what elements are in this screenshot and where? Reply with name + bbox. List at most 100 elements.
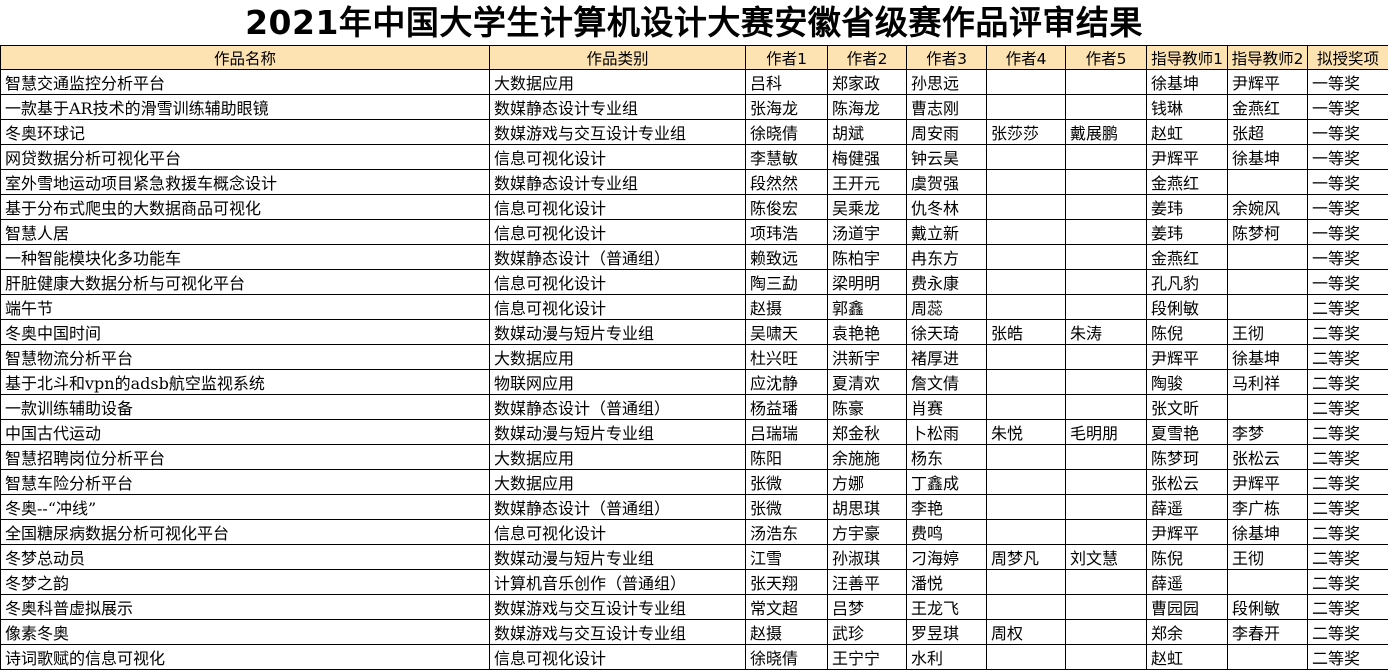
- cell-work-name[interactable]: 智慧人居: [1, 220, 490, 245]
- cell-author-2[interactable]: 王宁宁: [828, 645, 907, 670]
- cell-award[interactable]: 二等奖: [1308, 470, 1388, 495]
- cell-work-name[interactable]: 一款基于AR技术的滑雪训练辅助眼镜: [1, 95, 490, 120]
- cell-author-3[interactable]: 曹志刚: [907, 95, 987, 120]
- cell-category[interactable]: 数媒动漫与短片专业组: [490, 320, 746, 345]
- cell-work-name[interactable]: 冬奥环球记: [1, 120, 490, 145]
- column-header-author-1[interactable]: 作者1: [746, 46, 828, 70]
- cell-author-3[interactable]: 王龙飞: [907, 595, 987, 620]
- cell-category[interactable]: 数媒游戏与交互设计专业组: [490, 120, 746, 145]
- cell-author-5[interactable]: [1066, 345, 1147, 370]
- cell-author-4[interactable]: 周梦凡: [987, 545, 1066, 570]
- cell-category[interactable]: 数媒静态设计（普通组）: [490, 395, 746, 420]
- cell-author-4[interactable]: [987, 95, 1066, 120]
- cell-advisor-2[interactable]: 张超: [1228, 120, 1308, 145]
- cell-advisor-1[interactable]: 尹辉平: [1147, 345, 1228, 370]
- cell-author-3[interactable]: 李艳: [907, 495, 987, 520]
- cell-author-3[interactable]: 钟云昊: [907, 145, 987, 170]
- cell-advisor-1[interactable]: 钱琳: [1147, 95, 1228, 120]
- cell-work-name[interactable]: 像素冬奥: [1, 620, 490, 645]
- cell-advisor-1[interactable]: 陈梦珂: [1147, 445, 1228, 470]
- cell-advisor-2[interactable]: 徐基坤: [1228, 145, 1308, 170]
- cell-author-5[interactable]: [1066, 520, 1147, 545]
- cell-advisor-1[interactable]: 夏雪艳: [1147, 420, 1228, 445]
- cell-work-name[interactable]: 智慧车险分析平台: [1, 470, 490, 495]
- cell-author-2[interactable]: 方宇豪: [828, 520, 907, 545]
- column-header-author-2[interactable]: 作者2: [828, 46, 907, 70]
- cell-author-3[interactable]: 潘悦: [907, 570, 987, 595]
- cell-advisor-1[interactable]: 薛遥: [1147, 495, 1228, 520]
- cell-author-2[interactable]: 胡斌: [828, 120, 907, 145]
- cell-work-name[interactable]: 冬奥中国时间: [1, 320, 490, 345]
- cell-advisor-1[interactable]: 尹辉平: [1147, 520, 1228, 545]
- cell-advisor-2[interactable]: [1228, 570, 1308, 595]
- cell-author-2[interactable]: 夏清欢: [828, 370, 907, 395]
- cell-author-4[interactable]: [987, 170, 1066, 195]
- cell-author-2[interactable]: 汪善平: [828, 570, 907, 595]
- cell-author-3[interactable]: 戴立新: [907, 220, 987, 245]
- cell-advisor-2[interactable]: 金燕红: [1228, 95, 1308, 120]
- cell-author-1[interactable]: 徐晓倩: [746, 120, 828, 145]
- cell-category[interactable]: 数媒静态设计（普通组）: [490, 495, 746, 520]
- cell-author-3[interactable]: 褚厚进: [907, 345, 987, 370]
- cell-author-5[interactable]: [1066, 595, 1147, 620]
- cell-award[interactable]: 一等奖: [1308, 245, 1388, 270]
- cell-category[interactable]: 信息可视化设计: [490, 195, 746, 220]
- cell-advisor-1[interactable]: 赵虹: [1147, 120, 1228, 145]
- cell-author-1[interactable]: 张天翔: [746, 570, 828, 595]
- cell-category[interactable]: 数媒静态设计专业组: [490, 170, 746, 195]
- cell-author-3[interactable]: 詹文倩: [907, 370, 987, 395]
- cell-author-1[interactable]: 项玮浩: [746, 220, 828, 245]
- cell-work-name[interactable]: 基于分布式爬虫的大数据商品可视化: [1, 195, 490, 220]
- cell-award[interactable]: 二等奖: [1308, 645, 1388, 670]
- cell-work-name[interactable]: 一款训练辅助设备: [1, 395, 490, 420]
- cell-author-1[interactable]: 吕科: [746, 70, 828, 95]
- cell-work-name[interactable]: 智慧物流分析平台: [1, 345, 490, 370]
- cell-work-name[interactable]: 肝脏健康大数据分析与可视化平台: [1, 270, 490, 295]
- cell-work-name[interactable]: 诗词歌赋的信息可视化: [1, 645, 490, 670]
- cell-advisor-2[interactable]: 尹辉平: [1228, 70, 1308, 95]
- cell-award[interactable]: 二等奖: [1308, 295, 1388, 320]
- cell-advisor-2[interactable]: 陈梦柯: [1228, 220, 1308, 245]
- cell-author-1[interactable]: 张海龙: [746, 95, 828, 120]
- cell-author-3[interactable]: 费鸣: [907, 520, 987, 545]
- cell-author-5[interactable]: 刘文慧: [1066, 545, 1147, 570]
- cell-advisor-2[interactable]: [1228, 645, 1308, 670]
- cell-author-5[interactable]: [1066, 170, 1147, 195]
- cell-author-5[interactable]: [1066, 270, 1147, 295]
- cell-category[interactable]: 信息可视化设计: [490, 520, 746, 545]
- cell-author-4[interactable]: 张莎莎: [987, 120, 1066, 145]
- cell-award[interactable]: 一等奖: [1308, 270, 1388, 295]
- cell-author-5[interactable]: [1066, 570, 1147, 595]
- cell-award[interactable]: 二等奖: [1308, 595, 1388, 620]
- cell-author-3[interactable]: 周蕊: [907, 295, 987, 320]
- cell-advisor-2[interactable]: 徐基坤: [1228, 520, 1308, 545]
- cell-advisor-2[interactable]: 李春开: [1228, 620, 1308, 645]
- cell-author-1[interactable]: 段然然: [746, 170, 828, 195]
- cell-author-4[interactable]: [987, 445, 1066, 470]
- cell-author-2[interactable]: 陈海龙: [828, 95, 907, 120]
- cell-author-5[interactable]: [1066, 195, 1147, 220]
- cell-advisor-2[interactable]: 张松云: [1228, 445, 1308, 470]
- cell-author-1[interactable]: 陈阳: [746, 445, 828, 470]
- cell-author-5[interactable]: [1066, 620, 1147, 645]
- cell-author-1[interactable]: 杨益璠: [746, 395, 828, 420]
- cell-award[interactable]: 二等奖: [1308, 445, 1388, 470]
- cell-award[interactable]: 一等奖: [1308, 120, 1388, 145]
- cell-category[interactable]: 大数据应用: [490, 445, 746, 470]
- cell-author-2[interactable]: 陈柏宇: [828, 245, 907, 270]
- cell-category[interactable]: 计算机音乐创作（普通组）: [490, 570, 746, 595]
- cell-author-5[interactable]: [1066, 295, 1147, 320]
- cell-author-2[interactable]: 武珍: [828, 620, 907, 645]
- cell-work-name[interactable]: 全国糖尿病数据分析可视化平台: [1, 520, 490, 545]
- cell-author-2[interactable]: 胡思琪: [828, 495, 907, 520]
- cell-author-5[interactable]: 朱涛: [1066, 320, 1147, 345]
- cell-author-1[interactable]: 吕瑞瑞: [746, 420, 828, 445]
- cell-advisor-1[interactable]: 郑余: [1147, 620, 1228, 645]
- cell-author-5[interactable]: [1066, 495, 1147, 520]
- column-header-author-4[interactable]: 作者4: [987, 46, 1066, 70]
- cell-author-2[interactable]: 陈豪: [828, 395, 907, 420]
- cell-author-4[interactable]: [987, 245, 1066, 270]
- cell-author-1[interactable]: 杜兴旺: [746, 345, 828, 370]
- cell-award[interactable]: 二等奖: [1308, 620, 1388, 645]
- cell-award[interactable]: 二等奖: [1308, 345, 1388, 370]
